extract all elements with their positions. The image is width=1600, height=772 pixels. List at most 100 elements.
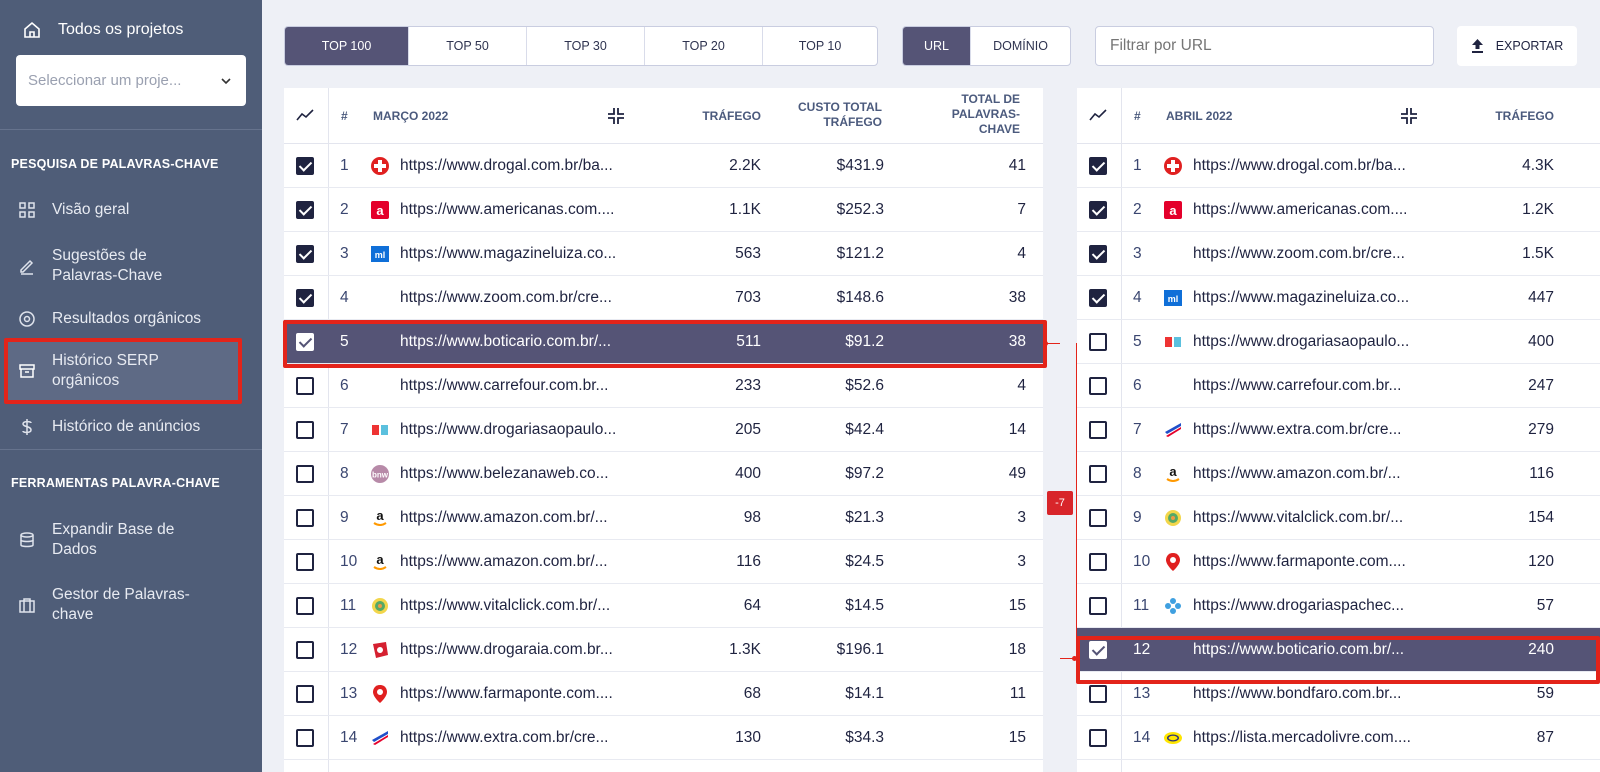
url-link[interactable]: https://lista.mercadolivre.com.... <box>1193 729 1411 746</box>
collapse-icon[interactable] <box>607 107 625 125</box>
table-row[interactable]: 9 https://www.vitalclick.com.br/... 154 <box>1077 496 1600 540</box>
url-link[interactable]: https://www.vitalclick.com.br/... <box>400 597 611 614</box>
sidebar-item-keyword-manager[interactable]: Gestor de Palavras-chave <box>0 583 200 627</box>
table-row[interactable]: 9 a https://www.amazon.com.br/... 98 $21.3 3 <box>284 496 1043 540</box>
url-link[interactable]: https://www.drogariasaopaulo... <box>400 421 617 438</box>
keywords-header[interactable]: TOTAL DE PALAVRAS-CHAVE <box>951 92 1020 136</box>
row-checkbox[interactable] <box>296 201 314 219</box>
sidebar-item-serp-history[interactable]: Histórico SERP orgânicos <box>4 342 242 400</box>
row-checkbox[interactable] <box>296 509 314 527</box>
row-checkbox[interactable] <box>1089 421 1107 439</box>
url-link[interactable]: https://www.bondfaro.com.br... <box>1193 685 1402 702</box>
url-link[interactable]: https://www.vitalclick.com.br/... <box>1193 509 1404 526</box>
row-checkbox[interactable] <box>1089 641 1107 659</box>
table-row[interactable]: 8 bnw https://www.belezanaweb.co... 400 $97.… <box>284 452 1043 496</box>
table-row[interactable]: 4 ml https://www.magazineluiza.co... 447 <box>1077 276 1600 320</box>
row-checkbox[interactable] <box>296 421 314 439</box>
row-checkbox[interactable] <box>1089 157 1107 175</box>
trend-icon[interactable] <box>1089 108 1107 122</box>
row-checkbox[interactable] <box>296 685 314 703</box>
url-link[interactable]: https://www.drogaraia.com.br... <box>400 641 613 658</box>
sidebar-item-organic-results[interactable]: Resultados orgânicos <box>0 307 262 331</box>
table-row[interactable]: 10 https://www.farmaponte.com.... 120 <box>1077 540 1600 584</box>
row-checkbox[interactable] <box>296 729 314 747</box>
sidebar-item-expand-database[interactable]: Expandir Base de Dados <box>0 518 200 562</box>
table-row[interactable]: 2 a https://www.americanas.com.... 1.2K <box>1077 188 1600 232</box>
url-filter-input[interactable] <box>1095 26 1434 66</box>
table-row[interactable]: 5 https://www.boticario.com.br/... 511 $91.… <box>284 320 1043 364</box>
row-checkbox[interactable] <box>1089 333 1107 351</box>
url-link[interactable]: https://www.magazineluiza.co... <box>400 245 617 262</box>
row-checkbox[interactable] <box>1089 685 1107 703</box>
table-row[interactable]: 5 https://www.drogariasaopaulo... 400 <box>1077 320 1600 364</box>
table-row[interactable]: 2 a https://www.americanas.com.... 1.1K $252… <box>284 188 1043 232</box>
trend-icon[interactable] <box>296 108 314 122</box>
url-link[interactable]: https://www.zoom.com.br/cre... <box>1193 245 1405 262</box>
top-100-button[interactable]: TOP 100 <box>285 27 409 65</box>
url-link[interactable]: https://www.drogariasaopaulo... <box>1193 333 1410 350</box>
table-row[interactable]: 12 https://www.drogaraia.com.br... 1.3K $19… <box>284 628 1043 672</box>
table-row[interactable]: 7 https://www.drogariasaopaulo... 205 $42.4… <box>284 408 1043 452</box>
url-mode-button[interactable]: URL <box>903 27 971 65</box>
table-row[interactable]: 1 https://www.drogal.com.br/ba... 2.2K $431… <box>284 144 1043 188</box>
row-checkbox[interactable] <box>296 377 314 395</box>
table-row[interactable]: 10 a https://www.amazon.com.br/... 116 $24.5… <box>284 540 1043 584</box>
row-checkbox[interactable] <box>1089 553 1107 571</box>
url-link[interactable]: https://www.drogal.com.br/ba... <box>400 157 613 174</box>
url-link[interactable]: https://www.americanas.com.... <box>400 201 615 218</box>
url-link[interactable]: https://www.extra.com.br/cre... <box>1193 421 1402 438</box>
url-link[interactable]: https://www.amazon.com.br/... <box>400 509 608 526</box>
top-50-button[interactable]: TOP 50 <box>409 27 527 65</box>
url-link[interactable]: https://www.carrefour.com.br... <box>1193 377 1402 394</box>
table-row[interactable]: 14 https://www.extra.com.br/cre... 130 $34.… <box>284 716 1043 760</box>
url-link[interactable]: https://www.magazineluiza.co... <box>1193 289 1410 306</box>
table-row[interactable]: 7 https://www.extra.com.br/cre... 279 <box>1077 408 1600 452</box>
domain-mode-button[interactable]: DOMÍNIO <box>993 39 1048 53</box>
url-link[interactable]: https://www.amazon.com.br/... <box>400 553 608 570</box>
row-checkbox[interactable] <box>1089 201 1107 219</box>
url-link[interactable]: https://www.americanas.com.... <box>1193 201 1408 218</box>
traffic-header[interactable]: TRÁFEGO <box>1495 109 1554 123</box>
top-30-button[interactable]: TOP 30 <box>527 27 645 65</box>
sidebar-item-suggestions[interactable]: Sugestões de Palavras-Chave <box>0 244 190 288</box>
row-checkbox[interactable] <box>296 245 314 263</box>
row-checkbox[interactable] <box>1089 377 1107 395</box>
export-button[interactable]: EXPORTAR <box>1457 26 1577 66</box>
url-link[interactable]: https://www.belezanaweb.co... <box>400 465 609 482</box>
table-row[interactable]: 3 https://www.zoom.com.br/cre... 1.5K <box>1077 232 1600 276</box>
row-checkbox[interactable] <box>296 553 314 571</box>
row-checkbox[interactable] <box>296 597 314 615</box>
table-row[interactable]: 12 https://www.boticario.com.br/... 240 <box>1077 628 1600 672</box>
url-link[interactable]: https://www.drogal.com.br/ba... <box>1193 157 1406 174</box>
table-row[interactable]: 1 https://www.drogal.com.br/ba... 4.3K <box>1077 144 1600 188</box>
table-row[interactable]: 6 https://www.carrefour.com.br... 233 $52.6… <box>284 364 1043 408</box>
row-checkbox[interactable] <box>296 289 314 307</box>
cost-header[interactable]: CUSTO TOTAL TRÁFEGO <box>798 100 882 129</box>
table-row[interactable]: 6 https://www.carrefour.com.br... 247 <box>1077 364 1600 408</box>
table-row[interactable]: 14 https://lista.mercadolivre.com.... 87 <box>1077 716 1600 760</box>
traffic-header[interactable]: TRÁFEGO <box>702 109 761 123</box>
url-link[interactable]: https://www.carrefour.com.br... <box>400 377 609 394</box>
sidebar-item-overview[interactable]: Visão geral <box>0 198 262 222</box>
table-row[interactable]: 4 https://www.zoom.com.br/cre... 703 $148.6… <box>284 276 1043 320</box>
table-row[interactable]: 13 https://www.bondfaro.com.br... 59 <box>1077 672 1600 716</box>
row-checkbox[interactable] <box>1089 245 1107 263</box>
url-link[interactable]: https://www.boticario.com.br/... <box>1193 641 1405 658</box>
collapse-icon[interactable] <box>1400 107 1418 125</box>
row-checkbox[interactable] <box>296 641 314 659</box>
project-select[interactable]: Seleccionar um proje... <box>16 55 246 106</box>
url-link[interactable]: https://www.farmaponte.com.... <box>1193 553 1406 570</box>
table-row[interactable]: 3 ml https://www.magazineluiza.co... 563 $12… <box>284 232 1043 276</box>
table-row[interactable]: 11 https://www.drogariaspachec... 57 <box>1077 584 1600 628</box>
url-link[interactable]: https://www.extra.com.br/cre... <box>400 729 609 746</box>
sidebar-item-ads-history[interactable]: Histórico de anúncios <box>0 415 262 439</box>
table-row[interactable]: 8 a https://www.amazon.com.br/... 116 <box>1077 452 1600 496</box>
url-link[interactable]: https://www.amazon.com.br/... <box>1193 465 1401 482</box>
table-row[interactable]: 11 https://www.vitalclick.com.br/... 64 $14… <box>284 584 1043 628</box>
row-checkbox[interactable] <box>1089 465 1107 483</box>
row-checkbox[interactable] <box>296 157 314 175</box>
row-checkbox[interactable] <box>1089 509 1107 527</box>
top-10-button[interactable]: TOP 10 <box>798 39 842 53</box>
row-checkbox[interactable] <box>296 465 314 483</box>
row-checkbox[interactable] <box>1089 289 1107 307</box>
